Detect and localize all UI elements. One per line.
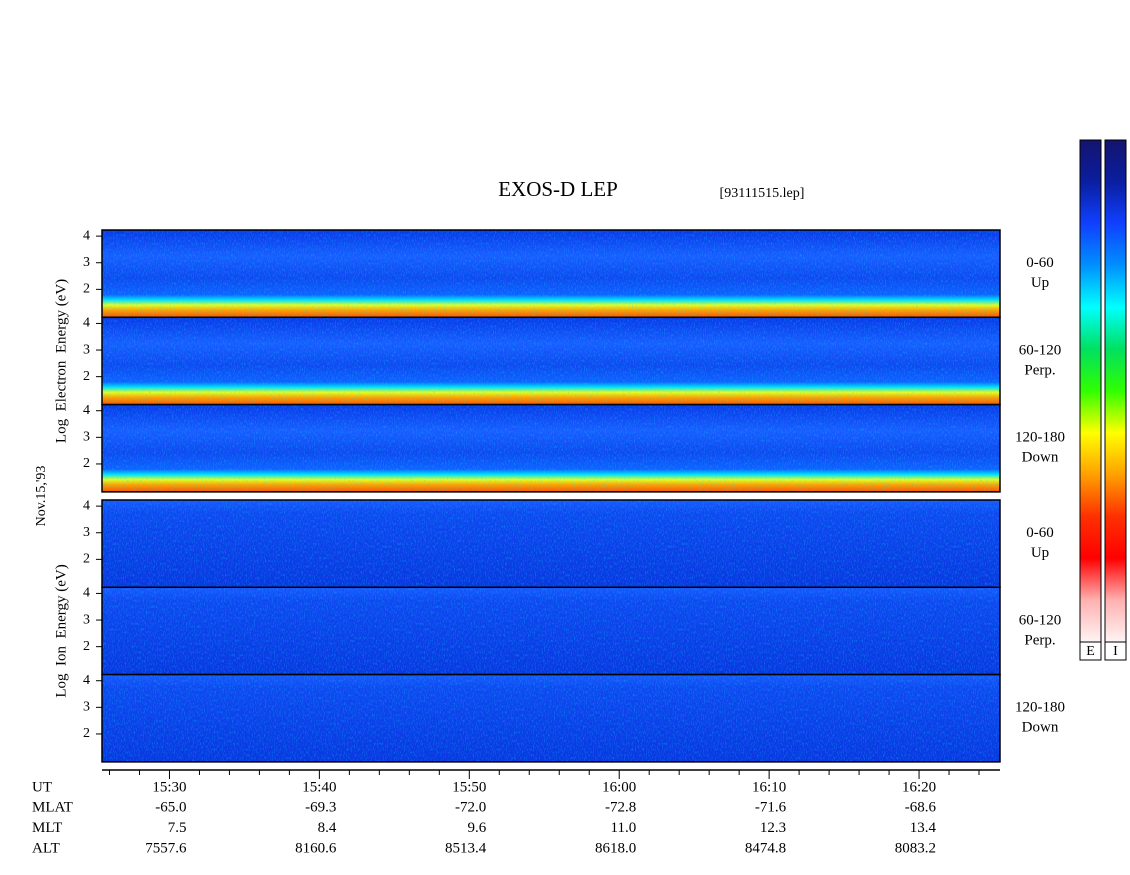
row-value: -68.6 bbox=[905, 799, 937, 815]
y-tick-label: 4 bbox=[83, 586, 90, 601]
row-value: 8160.6 bbox=[295, 840, 337, 856]
spectrogram-noise bbox=[102, 500, 1000, 588]
row-value: 8618.0 bbox=[595, 840, 636, 856]
panel-angle: 0-60 bbox=[1026, 525, 1054, 541]
panel-angle: 0-60 bbox=[1026, 255, 1054, 271]
panel-direction: Down bbox=[1022, 720, 1059, 736]
spectrogram-noise bbox=[102, 317, 1000, 405]
y-tick-label: 4 bbox=[83, 673, 90, 688]
y-tick-label: 2 bbox=[83, 639, 90, 654]
y-tick-label: 3 bbox=[83, 430, 90, 445]
date-label: Nov.15,'93 bbox=[34, 466, 49, 527]
x-tick-label: 15:50 bbox=[452, 779, 486, 795]
y-axis-label: Log Electron Energy (eV) bbox=[53, 279, 69, 443]
y-tick-label: 2 bbox=[83, 369, 90, 384]
y-tick-label: 2 bbox=[83, 282, 90, 297]
row-name: MLAT bbox=[32, 799, 73, 815]
row-value: 11.0 bbox=[611, 820, 637, 836]
x-tick-label: 16:00 bbox=[602, 779, 636, 795]
x-tick-label: 15:40 bbox=[302, 779, 336, 795]
y-tick-label: 4 bbox=[83, 316, 90, 331]
x-axis-label: UT bbox=[32, 779, 52, 795]
row-value: -72.0 bbox=[455, 799, 486, 815]
y-tick-label: 3 bbox=[83, 342, 90, 357]
y-tick-label: 4 bbox=[83, 228, 90, 243]
panel-angle: 60-120 bbox=[1019, 342, 1062, 358]
row-value: 12.3 bbox=[760, 820, 786, 836]
row-value: 13.4 bbox=[910, 820, 937, 836]
row-value: 8513.4 bbox=[445, 840, 487, 856]
x-tick-label: 15:30 bbox=[152, 779, 186, 795]
row-name: ALT bbox=[32, 840, 60, 856]
panel-angle: 120-180 bbox=[1015, 700, 1065, 716]
colorbar-label-box bbox=[1104, 641, 1127, 661]
y-tick-label: 3 bbox=[83, 700, 90, 715]
panel-direction: Perp. bbox=[1024, 362, 1055, 378]
panel-angle: 60-120 bbox=[1019, 612, 1062, 628]
y-tick-label: 2 bbox=[83, 456, 90, 471]
row-value: -71.6 bbox=[755, 799, 787, 815]
row-value: 8083.2 bbox=[895, 840, 936, 856]
y-tick-label: 2 bbox=[83, 552, 90, 567]
panel-direction: Perp. bbox=[1024, 632, 1055, 648]
y-tick-label: 3 bbox=[83, 612, 90, 627]
panel-direction: Down bbox=[1022, 450, 1059, 466]
y-tick-label: 4 bbox=[83, 498, 90, 513]
row-value: -65.0 bbox=[155, 799, 186, 815]
row-value: 8.4 bbox=[318, 820, 337, 836]
panel-frame bbox=[101, 403, 1001, 493]
y-tick-label: 3 bbox=[83, 255, 90, 270]
row-value: -72.8 bbox=[605, 799, 636, 815]
panel-frame bbox=[101, 673, 1001, 763]
y-axis-label: Log Ion Energy (eV) bbox=[53, 564, 69, 697]
row-name: MLT bbox=[32, 820, 62, 836]
x-tick-label: 16:20 bbox=[902, 779, 936, 795]
colorbar-label-box bbox=[1079, 641, 1102, 661]
colorbar bbox=[1104, 139, 1127, 643]
spectrogram-noise bbox=[102, 587, 1000, 675]
row-value: 8474.8 bbox=[745, 840, 786, 856]
x-tick-label: 16:10 bbox=[752, 779, 786, 795]
y-tick-label: 2 bbox=[83, 726, 90, 741]
y-tick-label: 3 bbox=[83, 525, 90, 540]
y-tick-label: 4 bbox=[83, 403, 90, 418]
subtitle: [93111515.lep] bbox=[720, 186, 805, 201]
colorbar-label: E bbox=[1086, 644, 1095, 659]
row-value: 9.6 bbox=[468, 820, 487, 836]
spectrogram-noise bbox=[102, 230, 1000, 318]
colorbar-label: I bbox=[1113, 644, 1118, 659]
colorbar bbox=[1079, 139, 1102, 643]
row-value: 7.5 bbox=[168, 820, 187, 836]
row-value: -69.3 bbox=[305, 799, 336, 815]
title: EXOS-D LEP bbox=[498, 177, 618, 201]
row-value: 7557.6 bbox=[145, 840, 187, 856]
spectrogram-noise bbox=[102, 674, 1000, 762]
spectrogram-noise bbox=[102, 404, 1000, 492]
panel-direction: Up bbox=[1031, 275, 1049, 291]
panel-angle: 120-180 bbox=[1015, 430, 1065, 446]
panel-direction: Up bbox=[1031, 545, 1049, 561]
